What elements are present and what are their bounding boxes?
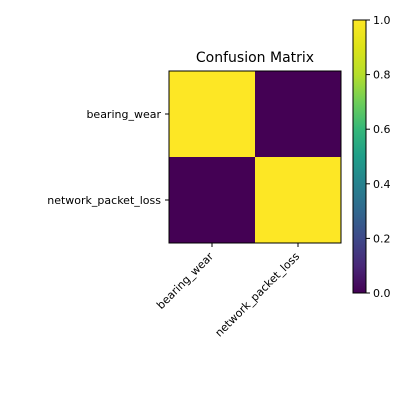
x-tick-label: network_packet_loss [212,250,302,340]
plot-frame [168,70,342,244]
chart-title: Confusion Matrix [196,50,314,66]
colorbar [352,19,367,294]
colorbar-tick-label: 0.4 [373,178,391,191]
colorbar-tick-label: 0.6 [373,123,391,136]
y-tick-label: bearing_wear [86,108,161,121]
heatmap-cell [255,157,341,243]
y-tick-label: network_packet_loss [47,194,161,207]
heatmap-cells [169,71,341,243]
heatmap-cell [255,71,341,157]
colorbar-axis: 0.0 0.2 0.4 0.6 0.8 1.0 [366,14,391,300]
colorbar-tick-label: 0.8 [373,69,391,82]
colorbar-tick-label: 1.0 [373,14,391,27]
heatmap-cell [169,71,255,157]
y-axis: bearing_wear network_packet_loss [47,108,169,207]
colorbar-tick-label: 0.2 [373,232,391,245]
x-tick-label: bearing_wear [154,250,216,312]
colorbar-tick-label: 0.0 [373,287,391,300]
heatmap-cell [169,157,255,243]
